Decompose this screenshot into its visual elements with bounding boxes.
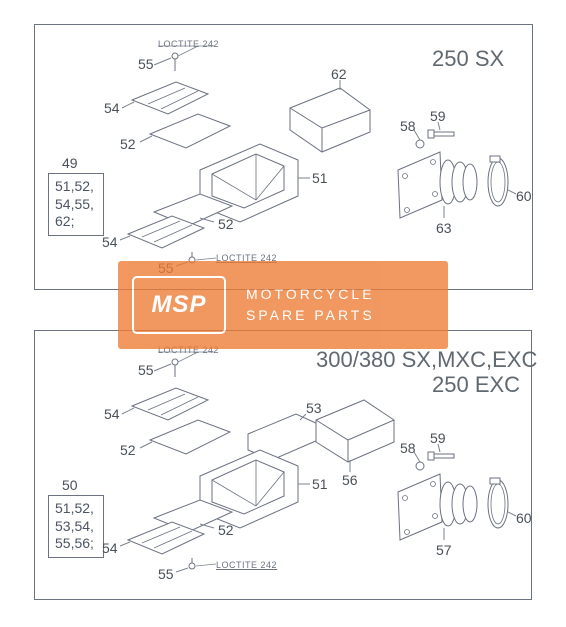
callout-bot-54b: 54 — [102, 540, 118, 556]
part-bot-57 — [398, 474, 477, 540]
callout-bot-54a: 54 — [104, 406, 120, 422]
watermark-logo: MSP — [132, 276, 226, 334]
callout-top-52b: 52 — [218, 216, 234, 232]
part-bot-60 — [488, 478, 516, 528]
callout-top-60: 60 — [516, 188, 532, 204]
callout-bot-55a: 55 — [138, 362, 154, 378]
watermark-line1: MOTORCYCLE — [246, 284, 375, 305]
callout-bot-52b: 52 — [218, 522, 234, 538]
callout-top-54a: 54 — [104, 100, 120, 116]
callout-top-51: 51 — [312, 170, 328, 186]
callout-bot-52a: 52 — [120, 442, 136, 458]
part-bot-58-59 — [414, 444, 454, 470]
watermark-text: MOTORCYCLE SPARE PARTS — [246, 284, 375, 326]
callout-bot-58: 58 — [400, 440, 416, 456]
callout-bot-60: 60 — [516, 510, 532, 526]
callout-bot-59: 59 — [430, 430, 446, 446]
callout-bot-56: 56 — [342, 472, 358, 488]
callout-bot-53: 53 — [306, 400, 322, 416]
callout-top-59: 59 — [430, 108, 446, 124]
callout-top-55a: 55 — [138, 56, 154, 72]
part-top-52-upper — [140, 114, 230, 148]
watermark-line2: SPARE PARTS — [246, 305, 375, 326]
callout-bot-51: 51 — [312, 476, 328, 492]
part-bot-54-upper — [122, 388, 208, 420]
part-top-58-59 — [414, 122, 454, 148]
callout-bot-55b: 55 — [158, 566, 174, 582]
part-top-63 — [398, 152, 477, 218]
callout-bot-57: 57 — [436, 542, 452, 558]
part-bot-screw-lower — [176, 558, 216, 572]
callout-top-62: 62 — [331, 66, 347, 82]
part-top-screw-upper — [154, 46, 215, 71]
watermark: MSP MOTORCYCLE SPARE PARTS — [118, 261, 448, 349]
part-top-54-upper — [122, 82, 208, 114]
part-top-62 — [290, 80, 370, 152]
part-bot-56 — [316, 400, 394, 472]
callout-top-54b: 54 — [102, 234, 118, 250]
callout-top-63: 63 — [436, 220, 452, 236]
part-top-60 — [488, 156, 516, 206]
callout-top-52a: 52 — [120, 136, 136, 152]
part-bot-52-upper — [140, 420, 230, 454]
callout-top-58: 58 — [400, 118, 416, 134]
part-bot-screw-upper — [154, 352, 215, 377]
